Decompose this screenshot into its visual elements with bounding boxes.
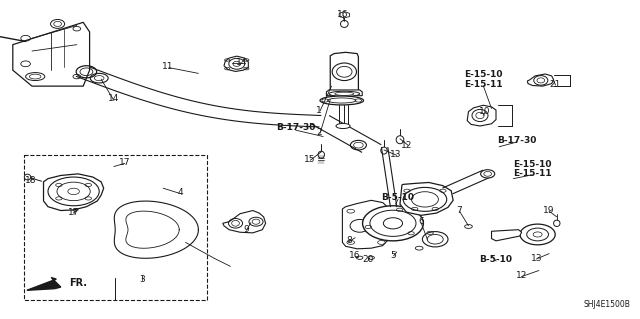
Text: 6: 6	[419, 217, 424, 226]
Text: 13: 13	[531, 254, 542, 263]
Text: 10: 10	[479, 107, 491, 116]
Text: B-5-10: B-5-10	[381, 193, 415, 202]
Polygon shape	[492, 230, 522, 241]
Ellipse shape	[336, 123, 350, 129]
Text: E-15-11: E-15-11	[464, 80, 502, 89]
Polygon shape	[27, 278, 61, 290]
Polygon shape	[224, 56, 248, 71]
Text: 5: 5	[391, 251, 396, 260]
Ellipse shape	[24, 174, 31, 180]
Text: 11: 11	[162, 63, 173, 71]
Text: 14: 14	[108, 94, 120, 103]
Text: 16: 16	[337, 10, 349, 19]
Text: 18: 18	[25, 176, 36, 185]
Text: 17: 17	[68, 208, 79, 217]
Text: 14: 14	[236, 58, 248, 67]
Text: 1: 1	[316, 106, 321, 115]
Text: 8: 8	[346, 236, 351, 245]
Text: 2: 2	[316, 128, 321, 137]
Ellipse shape	[329, 91, 360, 96]
Text: B-5-10: B-5-10	[479, 256, 513, 264]
Ellipse shape	[332, 63, 356, 81]
Text: B-17-30: B-17-30	[276, 123, 316, 132]
Polygon shape	[342, 200, 387, 249]
Ellipse shape	[320, 96, 364, 105]
Bar	[24, 155, 207, 300]
Ellipse shape	[403, 188, 447, 211]
Text: 3: 3	[140, 275, 145, 284]
Text: 19: 19	[543, 206, 555, 215]
Ellipse shape	[422, 232, 448, 247]
Text: 21: 21	[550, 80, 561, 89]
Text: FR.: FR.	[69, 278, 87, 288]
Polygon shape	[400, 182, 453, 215]
Text: 12: 12	[516, 271, 527, 280]
Polygon shape	[527, 74, 554, 86]
Polygon shape	[339, 11, 349, 18]
Text: 17: 17	[119, 158, 131, 167]
Polygon shape	[326, 90, 362, 96]
Polygon shape	[330, 52, 358, 96]
Ellipse shape	[318, 151, 324, 158]
Text: 12: 12	[401, 141, 413, 150]
Polygon shape	[44, 174, 104, 211]
Text: E-15-10: E-15-10	[513, 160, 552, 169]
Text: 15: 15	[304, 155, 316, 164]
Text: E-15-10: E-15-10	[464, 70, 502, 79]
Ellipse shape	[381, 147, 387, 154]
Ellipse shape	[362, 206, 424, 241]
Text: 20: 20	[362, 256, 374, 264]
Ellipse shape	[481, 170, 495, 178]
Polygon shape	[467, 105, 496, 126]
Text: SHJ4E1500B: SHJ4E1500B	[584, 300, 630, 309]
Text: 16: 16	[349, 251, 361, 260]
Text: E-15-11: E-15-11	[513, 169, 552, 178]
Ellipse shape	[396, 136, 404, 144]
Ellipse shape	[520, 224, 556, 245]
Ellipse shape	[554, 220, 560, 226]
Ellipse shape	[48, 177, 99, 206]
Text: 9: 9	[244, 225, 249, 234]
Text: B-17-30: B-17-30	[497, 136, 537, 145]
Text: 4: 4	[178, 189, 183, 197]
Text: 13: 13	[390, 150, 401, 159]
Polygon shape	[223, 211, 266, 233]
Polygon shape	[13, 22, 90, 86]
Text: 7: 7	[457, 206, 462, 215]
